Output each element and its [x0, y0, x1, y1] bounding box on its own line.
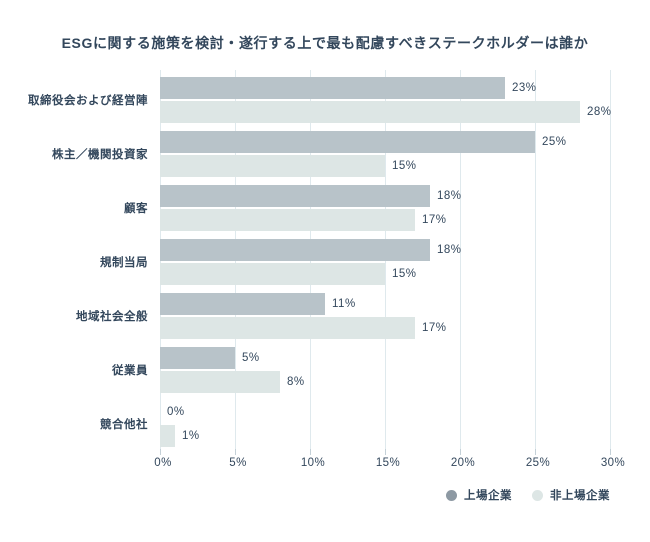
bar-unlisted — [160, 371, 280, 393]
category-label: 顧客 — [124, 203, 148, 215]
bar-track-unlisted: 8% — [160, 371, 305, 393]
bar-unlisted — [160, 263, 385, 285]
bar-listed — [160, 347, 235, 369]
legend-dot-listed-icon — [446, 489, 457, 501]
x-axis-tick — [460, 449, 461, 455]
bar-track-listed: 0% — [160, 401, 185, 423]
bar-track-listed: 18% — [160, 239, 462, 261]
bar-track-unlisted: 17% — [160, 209, 447, 231]
legend-dot-unlisted-icon — [532, 489, 543, 501]
bar-listed — [160, 131, 535, 153]
category-label: 株主／機関投資家 — [52, 149, 148, 161]
gridline — [460, 70, 461, 452]
value-label: 11% — [332, 298, 356, 310]
bar-track-unlisted: 15% — [160, 263, 417, 285]
x-tick-label: 20% — [450, 457, 476, 469]
bar-track-unlisted: 1% — [160, 425, 200, 447]
gridline — [385, 70, 386, 452]
legend-label-unlisted: 非上場企業 — [550, 490, 610, 502]
bar-track-listed: 23% — [160, 77, 537, 99]
value-label: 5% — [242, 352, 260, 364]
x-tick-label: 15% — [375, 457, 401, 469]
x-axis-tick — [235, 449, 236, 455]
category-label: 規制当局 — [100, 257, 148, 269]
bar-unlisted — [160, 155, 385, 177]
bar-track-listed: 18% — [160, 185, 462, 207]
x-axis-tick — [535, 449, 536, 455]
legend-item-unlisted: 非上場企業 — [532, 487, 610, 503]
bar-unlisted — [160, 101, 580, 123]
bar-listed — [160, 293, 325, 315]
legend: 上場企業 非上場企業 — [446, 487, 610, 503]
gridline — [235, 70, 236, 452]
category-label: 地域社会全般 — [76, 311, 148, 323]
x-tick-label: 5% — [229, 457, 247, 469]
bar-unlisted — [160, 317, 415, 339]
value-label: 15% — [392, 268, 417, 280]
bar-track-listed: 25% — [160, 131, 567, 153]
value-label: 17% — [422, 322, 447, 334]
bar-track-unlisted: 17% — [160, 317, 447, 339]
value-label: 18% — [437, 244, 462, 256]
value-label: 23% — [512, 82, 537, 94]
value-label: 18% — [437, 190, 462, 202]
value-label: 0% — [167, 406, 185, 418]
plot-area — [160, 70, 611, 452]
bar-listed — [160, 239, 430, 261]
bar-unlisted — [160, 425, 175, 447]
value-label: 1% — [182, 430, 200, 442]
category-label: 競合他社 — [100, 419, 148, 431]
value-label: 8% — [287, 376, 305, 388]
x-tick-label: 10% — [300, 457, 326, 469]
bar-track-unlisted: 15% — [160, 155, 417, 177]
bar-listed — [160, 185, 430, 207]
legend-item-listed: 上場企業 — [446, 487, 512, 503]
bar-track-unlisted: 28% — [160, 101, 612, 123]
x-axis-tick — [610, 449, 611, 455]
gridline — [535, 70, 536, 452]
category-label: 従業員 — [112, 365, 148, 377]
legend-label-listed: 上場企業 — [464, 490, 512, 502]
x-tick-label: 0% — [154, 457, 172, 469]
value-label: 25% — [542, 136, 567, 148]
x-axis-tick — [160, 449, 161, 455]
x-axis-tick — [310, 449, 311, 455]
category-label: 取締役会および経営陣 — [28, 95, 148, 107]
x-tick-label: 25% — [525, 457, 551, 469]
bar-listed — [160, 77, 505, 99]
gridline — [310, 70, 311, 452]
chart-title: ESGに関する施策を検討・遂行する上で最も配慮すべきステークホルダーは誰か — [61, 35, 589, 51]
gridline — [160, 70, 161, 452]
value-label: 17% — [422, 214, 447, 226]
bar-track-listed: 11% — [160, 293, 356, 315]
value-label: 15% — [392, 160, 417, 172]
gridline — [610, 70, 611, 452]
bar-track-listed: 5% — [160, 347, 260, 369]
x-tick-label: 30% — [600, 457, 626, 469]
bar-unlisted — [160, 209, 415, 231]
value-label: 28% — [587, 106, 612, 118]
x-axis-tick — [385, 449, 386, 455]
